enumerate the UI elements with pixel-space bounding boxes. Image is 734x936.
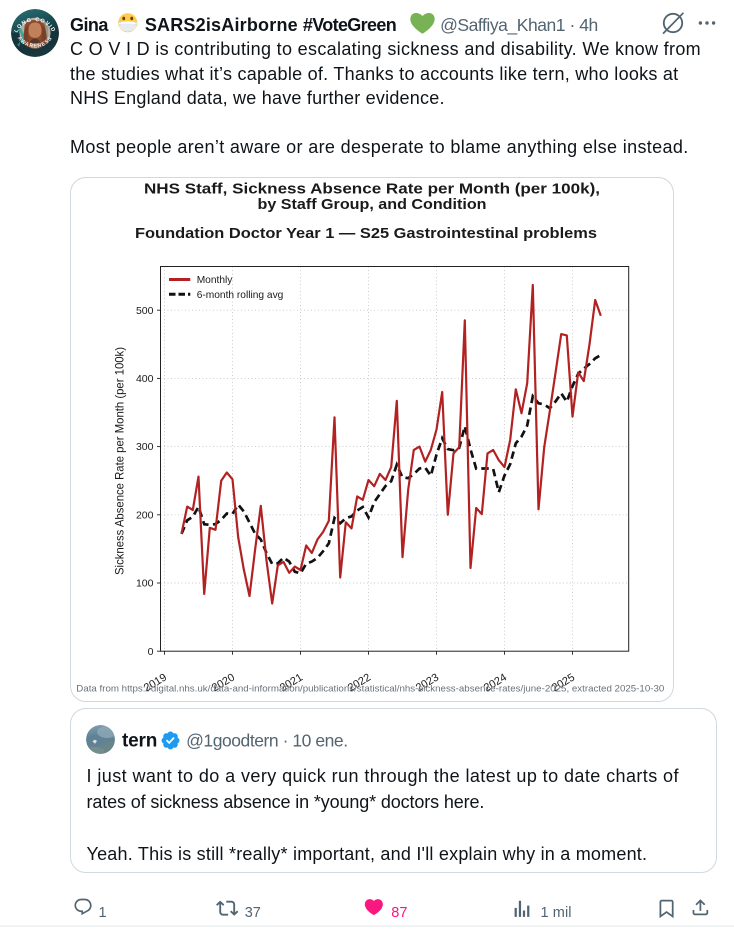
svg-text:Sickness Absence Rate per Mont: Sickness Absence Rate per Month (per 100… bbox=[113, 347, 127, 575]
svg-text:0: 0 bbox=[148, 646, 154, 658]
svg-text:Monthly: Monthly bbox=[197, 275, 234, 286]
svg-text:300: 300 bbox=[136, 441, 154, 453]
svg-text:6-month rolling avg: 6-month rolling avg bbox=[197, 290, 284, 301]
svg-text:NHS Staff, Sickness Absence Ra: NHS Staff, Sickness Absence Rate per Mon… bbox=[144, 180, 600, 197]
svg-text:Data from https://digital.nhs.: Data from https://digital.nhs.uk/data-an… bbox=[76, 684, 664, 694]
svg-text:200: 200 bbox=[136, 509, 154, 521]
svg-text:500: 500 bbox=[136, 305, 154, 317]
svg-text:100: 100 bbox=[136, 578, 154, 590]
svg-text:400: 400 bbox=[136, 373, 154, 385]
svg-text:by Staff Group, and Condition: by Staff Group, and Condition bbox=[258, 196, 487, 213]
svg-text:Foundation Doctor Year 1 — S25: Foundation Doctor Year 1 — S25 Gastroint… bbox=[135, 225, 597, 242]
